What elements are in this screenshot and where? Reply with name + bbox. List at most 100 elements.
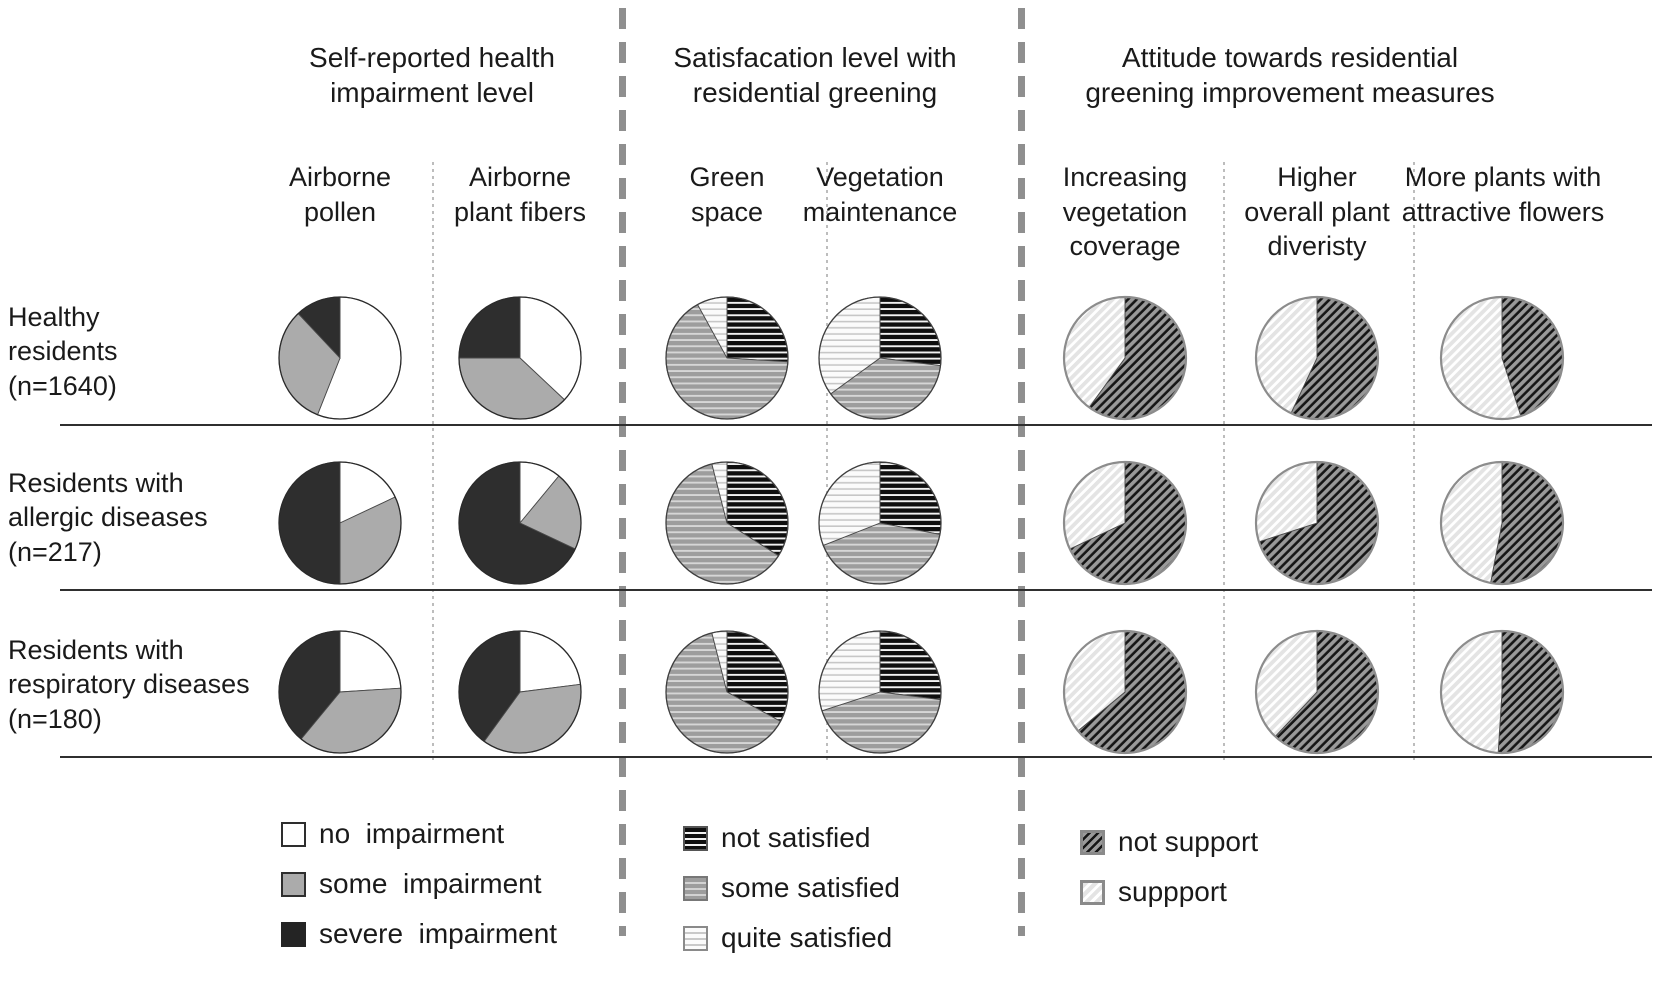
pie-chart-row3-col2 xyxy=(458,630,582,754)
legend-label: some impairment xyxy=(319,868,542,899)
pie-chart-row1-col4 xyxy=(818,296,942,420)
pie-outline xyxy=(818,296,942,420)
column-header-more-plants-attractive-flowers: More plants with attractive flowers xyxy=(1401,162,1605,227)
pie-chart-row3-col6 xyxy=(1254,629,1380,755)
pie-chart-row2-col1 xyxy=(278,461,402,585)
pie-outline xyxy=(1439,629,1565,755)
legend-item: quite satisfied xyxy=(683,922,900,954)
pie-outline xyxy=(458,461,582,585)
pie-chart-row2-col7 xyxy=(1439,460,1565,586)
column-header-higher-plant-diversity: Higher overall plant diveristy xyxy=(1244,162,1390,262)
section-divider-left-dashed xyxy=(619,8,626,936)
column-header-vegetation-maintenance: Vegetation maintenance xyxy=(802,162,958,227)
legend-swatch-support-icon xyxy=(1080,879,1105,905)
pie-chart-row1-col2 xyxy=(458,296,582,420)
legend-swatch-not-satisfied-icon xyxy=(683,825,708,851)
pie-chart-row2-col5 xyxy=(1062,460,1188,586)
pie-outline xyxy=(1062,629,1188,755)
legend-label: no impairment xyxy=(319,818,505,849)
pie-slice xyxy=(1440,461,1503,584)
pie-chart-row3-col1 xyxy=(278,630,402,754)
pie-outline xyxy=(278,296,402,420)
pie-slice xyxy=(1440,630,1503,754)
legend-label: not satisfied xyxy=(721,822,871,853)
legend-item: not support xyxy=(1080,826,1258,858)
pie-outline xyxy=(1439,295,1565,421)
pie-slice xyxy=(726,296,789,363)
pie-outline xyxy=(665,630,789,754)
legend-item: no impairment xyxy=(281,818,557,850)
section-divider-right-dashed xyxy=(1018,8,1025,936)
row-separator-line xyxy=(60,756,1652,758)
pie-slice xyxy=(1497,630,1564,754)
pie-chart-row1-col6 xyxy=(1254,295,1380,421)
legend-label: quite satisfied xyxy=(721,922,893,953)
legend-label: severe impairment xyxy=(319,918,558,949)
pie-slice xyxy=(458,296,521,359)
column-header-airborne-pollen: Airborne pollen xyxy=(288,162,392,227)
section-title-attitude: Attitude towards residential greening im… xyxy=(1085,42,1495,108)
column-separator-dotted xyxy=(1223,162,1225,762)
legend-attitude: not support suppport xyxy=(1080,826,1258,926)
legend-satisfaction: not satisfied some satisfied quite satis… xyxy=(683,822,900,972)
legend-item: suppport xyxy=(1080,876,1258,908)
legend-item: some impairment xyxy=(281,868,557,900)
pie-chart-row2-col6 xyxy=(1254,460,1380,586)
pie-chart-row2-col2 xyxy=(458,461,582,585)
pie-outline xyxy=(818,630,942,754)
column-separator-dotted xyxy=(432,162,434,762)
pie-outline xyxy=(1254,460,1380,586)
row-label-healthy-residents: Healthy residents (n=1640) xyxy=(8,302,118,401)
legend-swatch-quite-satisfied-icon xyxy=(683,925,708,951)
legend-swatch-some-impairment-icon xyxy=(281,871,306,897)
column-header-increasing-vegetation-coverage: Increasing vegetation coverage xyxy=(1062,162,1188,262)
pie-outline xyxy=(278,630,402,754)
pie-outline xyxy=(1254,295,1380,421)
pie-outline xyxy=(665,461,789,585)
legend-label: not support xyxy=(1118,826,1259,857)
column-header-green-space: Green space xyxy=(689,162,765,227)
pie-chart-row1-col5 xyxy=(1062,295,1188,421)
row-label-respiratory-diseases: Residents with respiratory diseases (n=1… xyxy=(8,635,250,734)
pie-chart-row1-col3 xyxy=(665,296,789,420)
section-title-satisfaction: Satisfacation level with residential gre… xyxy=(673,42,957,108)
pie-slice xyxy=(278,461,341,585)
pie-outline xyxy=(458,630,582,754)
legend-impairment: no impairment some impairment severe imp… xyxy=(281,818,557,968)
pie-chart-row2-col3 xyxy=(665,461,789,585)
pie-chart-row1-col1 xyxy=(278,296,402,420)
pie-chart-row2-col4 xyxy=(818,461,942,585)
legend-item: not satisfied xyxy=(683,822,900,854)
row-separator-line xyxy=(60,424,1652,426)
legend-swatch-no-impairment-icon xyxy=(281,821,306,847)
pie-chart-row3-col4 xyxy=(818,630,942,754)
pie-outline xyxy=(1439,460,1565,586)
pie-slice xyxy=(879,296,942,367)
column-separator-dotted xyxy=(826,162,828,762)
row-separator-line xyxy=(60,589,1652,591)
legend-label: some satisfied xyxy=(721,872,900,903)
pie-slice xyxy=(519,630,582,693)
legend-item: some satisfied xyxy=(683,872,900,904)
pie-outline xyxy=(665,296,789,420)
pie-slice xyxy=(339,630,402,693)
legend-label: suppport xyxy=(1118,876,1227,907)
section-title-health-impairment: Self-reported health impairment level xyxy=(309,42,555,108)
column-header-airborne-plant-fibers: Airborne plant fibers xyxy=(453,162,587,227)
pie-outline xyxy=(458,296,582,420)
pie-chart-row3-col3 xyxy=(665,630,789,754)
pie-outline xyxy=(818,461,942,585)
legend-swatch-some-satisfied-icon xyxy=(683,875,708,901)
pie-chart-row3-col5 xyxy=(1062,629,1188,755)
row-label-allergic-diseases: Residents with allergic diseases (n=217) xyxy=(8,468,208,567)
legend-swatch-not-support-icon xyxy=(1080,829,1105,855)
pie-chart-row1-col7 xyxy=(1439,295,1565,421)
pie-slice xyxy=(879,630,942,701)
pie-outline xyxy=(1062,460,1188,586)
pie-outline xyxy=(278,461,402,585)
legend-item: severe impairment xyxy=(281,918,557,950)
pie-slice xyxy=(879,461,942,535)
pie-outline xyxy=(1254,629,1380,755)
